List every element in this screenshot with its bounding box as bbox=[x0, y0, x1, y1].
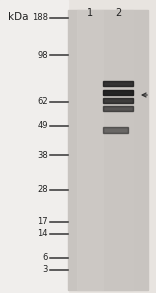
Bar bbox=[103, 10, 133, 290]
Text: 14: 14 bbox=[37, 229, 48, 239]
Text: 98: 98 bbox=[37, 50, 48, 59]
Bar bbox=[77, 10, 103, 290]
Text: 49: 49 bbox=[37, 122, 48, 130]
Text: 2: 2 bbox=[115, 8, 121, 18]
Text: 188: 188 bbox=[32, 13, 48, 23]
Bar bbox=[68, 10, 148, 290]
Bar bbox=[103, 81, 133, 86]
Text: 62: 62 bbox=[37, 98, 48, 106]
Bar bbox=[103, 89, 133, 95]
Text: kDa: kDa bbox=[8, 12, 29, 22]
Text: 38: 38 bbox=[37, 151, 48, 159]
Bar bbox=[103, 105, 133, 110]
Bar bbox=[103, 98, 133, 103]
Text: 28: 28 bbox=[37, 185, 48, 195]
Text: 6: 6 bbox=[43, 253, 48, 263]
Text: 17: 17 bbox=[37, 217, 48, 226]
Bar bbox=[103, 127, 128, 133]
Text: 1: 1 bbox=[87, 8, 93, 18]
Text: 3: 3 bbox=[43, 265, 48, 275]
Bar bbox=[0, 0, 68, 293]
